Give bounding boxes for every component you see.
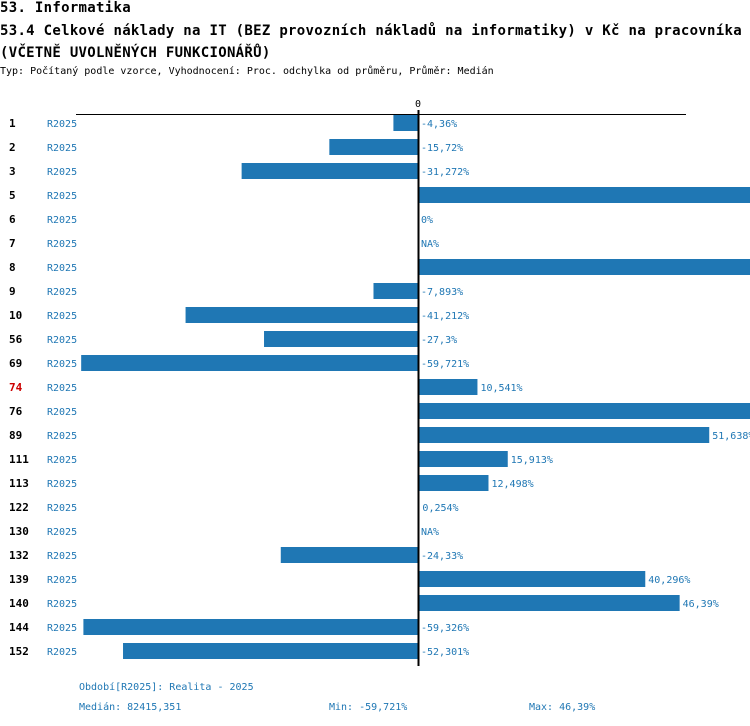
- row-series-label: R2025: [47, 359, 77, 370]
- bar-111: [418, 451, 508, 467]
- row-id-label: 113: [9, 477, 29, 490]
- row-series-label: R2025: [47, 479, 77, 490]
- chart-subtitle: Typ: Počítaný podle vzorce, Vyhodnocení:…: [0, 66, 494, 77]
- row-series-label: R2025: [47, 167, 77, 178]
- value-label-9: -7,893%: [421, 287, 463, 298]
- bar-132: [280, 547, 418, 563]
- bar-152: [123, 643, 418, 659]
- row-id-label: 144: [9, 621, 29, 634]
- row-series-label: R2025: [47, 239, 77, 250]
- bar-140: [418, 595, 680, 611]
- row-series-label: R2025: [47, 647, 77, 658]
- value-label-130: NA%: [421, 527, 439, 538]
- row-series-label: R2025: [47, 575, 77, 586]
- row-id-label: 1: [9, 117, 16, 130]
- row-id-label: 9: [9, 285, 16, 298]
- row-id-label: 7: [9, 237, 16, 250]
- row-id-label: 69: [9, 357, 22, 370]
- row-series-label: R2025: [47, 335, 77, 346]
- bar-76: [418, 403, 750, 419]
- row-series-label: R2025: [47, 287, 77, 298]
- row-id-label: 5: [9, 189, 16, 202]
- row-series-label: R2025: [47, 407, 77, 418]
- row-id-label: 140: [9, 597, 29, 610]
- value-label-111: 15,913%: [511, 455, 553, 466]
- footer-max: Max: 46,39%: [529, 702, 596, 713]
- row-series-label: R2025: [47, 599, 77, 610]
- row-series-label: R2025: [47, 455, 77, 466]
- value-label-113: 12,498%: [491, 479, 533, 490]
- footer-min: Min: -59,721%: [329, 702, 408, 713]
- bar-69: [81, 355, 419, 371]
- row-series-label: R2025: [47, 503, 77, 514]
- row-series-label: R2025: [47, 215, 77, 226]
- bar-5: [418, 187, 750, 203]
- value-label-152: -52,301%: [421, 647, 469, 658]
- value-label-144: -59,326%: [421, 623, 469, 634]
- bar-8: [418, 259, 750, 275]
- row-id-label: 122: [9, 501, 29, 514]
- row-id-label: 2: [9, 141, 16, 154]
- row-id-label: 10: [9, 309, 22, 322]
- bar-2: [329, 139, 418, 155]
- footer-period: Období[R2025]: Realita - 2025: [79, 682, 254, 693]
- value-label-140: 46,39%: [683, 599, 719, 610]
- section-title: 53. Informatika: [0, 0, 131, 16]
- bar-74: [418, 379, 478, 395]
- row-id-label: 3: [9, 165, 16, 178]
- zero-tick-label: 0: [415, 99, 421, 110]
- row-series-label: R2025: [47, 311, 77, 322]
- row-id-label: 74: [9, 381, 23, 394]
- value-label-74: 10,541%: [480, 383, 522, 394]
- value-label-132: -24,33%: [421, 551, 463, 562]
- row-id-label: 6: [9, 213, 16, 226]
- row-id-label: 111: [9, 453, 29, 466]
- row-series-label: R2025: [47, 191, 77, 202]
- footer-median: Medián: 82415,351: [79, 702, 182, 713]
- bar-56: [264, 331, 418, 347]
- value-label-6: 0%: [421, 215, 433, 226]
- row-series-label: R2025: [47, 263, 77, 274]
- row-series-label: R2025: [47, 119, 77, 130]
- row-series-label: R2025: [47, 527, 77, 538]
- row-id-label: 130: [9, 525, 29, 538]
- value-label-56: -27,3%: [421, 335, 457, 346]
- value-label-10: -41,212%: [421, 311, 469, 322]
- bar-89: [418, 427, 710, 443]
- row-series-label: R2025: [47, 431, 77, 442]
- row-id-label: 76: [9, 405, 23, 418]
- value-label-7: NA%: [421, 239, 439, 250]
- row-id-label: 56: [9, 333, 23, 346]
- row-id-label: 132: [9, 549, 29, 562]
- value-label-69: -59,721%: [421, 359, 469, 370]
- bar-9: [373, 283, 418, 299]
- value-label-89: 51,638%: [712, 431, 750, 442]
- bar-139: [418, 571, 646, 587]
- row-id-label: 8: [9, 261, 16, 274]
- value-label-139: 40,296%: [648, 575, 690, 586]
- row-series-label: R2025: [47, 551, 77, 562]
- value-label-1: -4,36%: [421, 119, 457, 130]
- value-label-122: 0,254%: [422, 503, 458, 514]
- bar-1: [393, 115, 418, 131]
- row-id-label: 139: [9, 573, 29, 586]
- value-label-2: -15,72%: [421, 143, 463, 154]
- row-id-label: 89: [9, 429, 22, 442]
- row-id-label: 152: [9, 645, 29, 658]
- bar-113: [418, 475, 489, 491]
- row-series-label: R2025: [47, 623, 77, 634]
- bar-10: [185, 307, 418, 323]
- bar-144: [83, 619, 418, 635]
- row-series-label: R2025: [47, 143, 77, 154]
- bar-3: [241, 163, 418, 179]
- chart-title: 53.4 Celkové náklady na IT (BEZ provozní…: [0, 23, 742, 61]
- row-series-label: R2025: [47, 383, 77, 394]
- value-label-3: -31,272%: [421, 167, 469, 178]
